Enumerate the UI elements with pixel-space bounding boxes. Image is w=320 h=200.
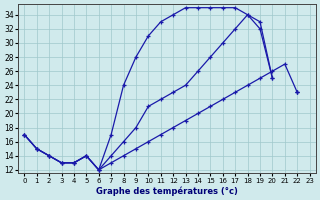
X-axis label: Graphe des températures (°c): Graphe des températures (°c) xyxy=(96,186,238,196)
